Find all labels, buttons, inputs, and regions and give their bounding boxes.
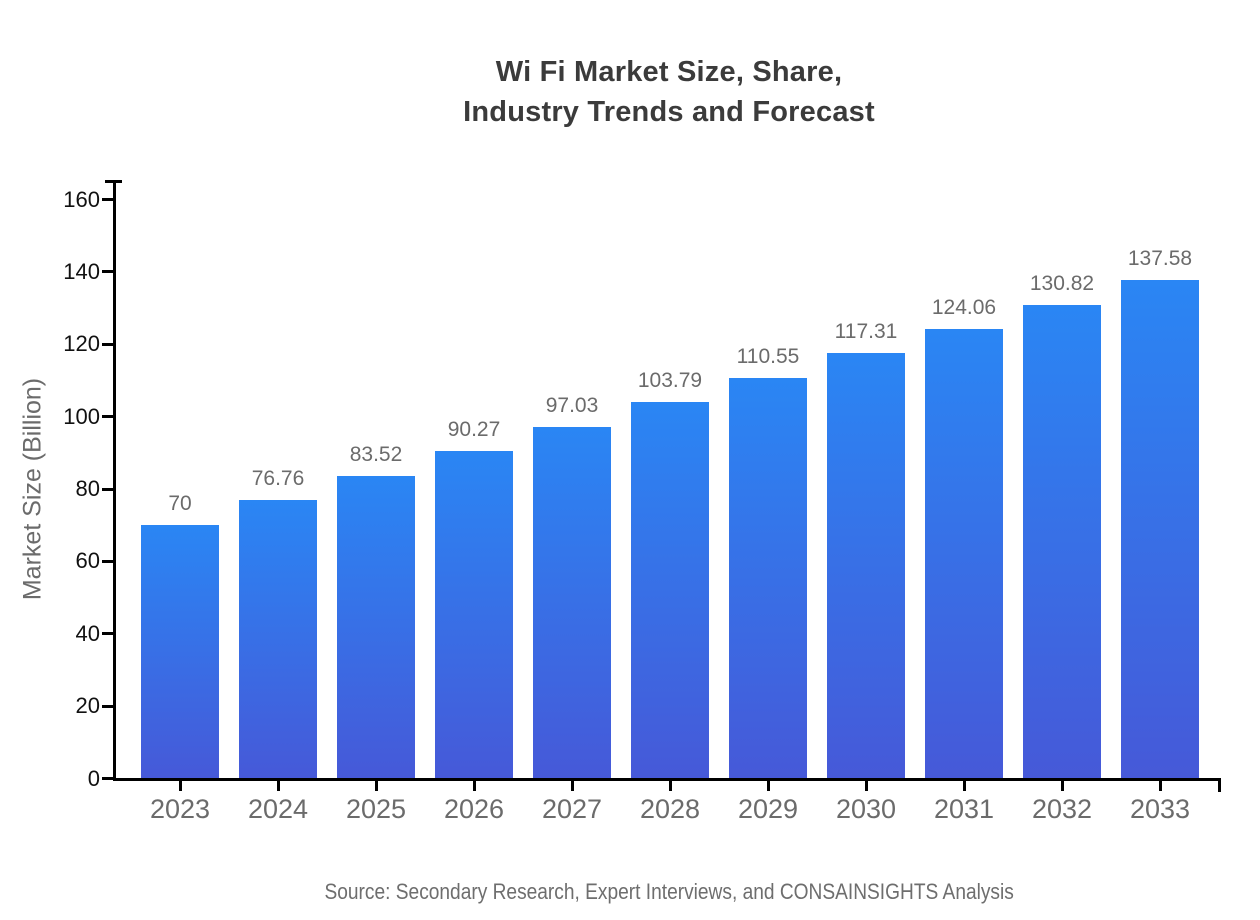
x-tick-label: 2026 (443, 794, 505, 824)
bar-2032 (1023, 304, 1101, 778)
bar-2031 (925, 329, 1003, 778)
y-tick-label: 160 (63, 186, 100, 212)
x-tick-mark (472, 781, 476, 791)
bar-2027 (533, 426, 611, 778)
bar-value-label: 90.27 (447, 418, 501, 442)
bar-2025 (337, 475, 415, 778)
x-tick-label: 2033 (1129, 794, 1191, 824)
bar-2026 (435, 451, 513, 778)
bar-2023 (141, 524, 219, 778)
y-tick-label: 0 (87, 765, 100, 791)
x-tick-mark (374, 781, 378, 791)
bar-2030 (827, 353, 905, 778)
x-tick-mark (962, 781, 966, 791)
y-tick-mark (102, 270, 113, 274)
x-tick-label: 2025 (345, 794, 407, 824)
y-tick-label: 80 (75, 476, 100, 501)
x-tick-label: 2029 (737, 794, 799, 824)
y-tick-label: 140 (63, 258, 100, 284)
y-axis-line (113, 180, 116, 781)
x-tick-label: 2031 (933, 794, 995, 824)
bar-value-label: 110.55 (736, 344, 800, 368)
chart-title-line-2: Industry Trends and Forecast (463, 96, 875, 128)
bar-2028 (631, 402, 709, 778)
y-tick-label: 40 (75, 620, 100, 646)
x-tick-label: 2023 (149, 794, 211, 824)
x-tick-mark (668, 781, 672, 791)
x-axis-line (113, 778, 1221, 781)
chart-title: Wi Fi Market Size, Share, Industry Trend… (116, 52, 1222, 132)
x-tick-mark (276, 781, 280, 791)
x-tick-mark (178, 781, 182, 791)
y-tick-mark (102, 632, 113, 636)
x-tick-label: 2027 (541, 794, 603, 824)
bar-value-label: 124.06 (931, 296, 997, 320)
bar-value-label: 83.52 (349, 442, 403, 466)
x-axis-right-cap (1218, 778, 1221, 792)
source-note: Source: Secondary Research, Expert Inter… (116, 879, 1222, 905)
bar-value-label: 70 (168, 491, 192, 515)
y-tick-label: 20 (75, 693, 100, 719)
bar-2033 (1121, 280, 1199, 778)
y-tick-mark (102, 415, 113, 419)
y-tick-mark (102, 704, 113, 708)
y-tick-label: 120 (63, 331, 100, 357)
x-tick-mark (766, 781, 770, 791)
source-note-text: Source: Secondary Research, Expert Inter… (324, 879, 1014, 904)
y-tick-label: 60 (75, 548, 100, 574)
y-tick-mark (102, 487, 113, 491)
y-tick-label: 100 (63, 403, 100, 429)
y-tick-mark (102, 342, 113, 346)
bar-2024 (239, 500, 317, 778)
bar-value-label: 103.79 (637, 369, 703, 393)
bar-value-label: 137.58 (1127, 247, 1193, 271)
y-tick-mark (102, 198, 113, 201)
bar-2029 (729, 377, 807, 778)
y-tick-mark (102, 777, 113, 780)
chart-title-line-1: Wi Fi Market Size, Share, (495, 56, 843, 88)
x-tick-mark (570, 781, 574, 791)
bar-value-label: 117.31 (834, 320, 898, 344)
y-tick-mark (102, 559, 113, 563)
x-tick-mark (1060, 781, 1064, 791)
x-tick-mark (1158, 781, 1162, 791)
x-tick-label: 2024 (247, 794, 309, 824)
x-tick-label: 2032 (1031, 794, 1093, 824)
x-tick-label: 2030 (835, 794, 897, 824)
y-axis-top-cap (105, 180, 122, 183)
bar-value-label: 76.76 (251, 467, 305, 491)
x-tick-label: 2028 (639, 794, 701, 824)
x-tick-mark (864, 781, 868, 791)
bar-value-label: 97.03 (545, 393, 599, 417)
bar-value-label: 130.82 (1029, 271, 1095, 295)
